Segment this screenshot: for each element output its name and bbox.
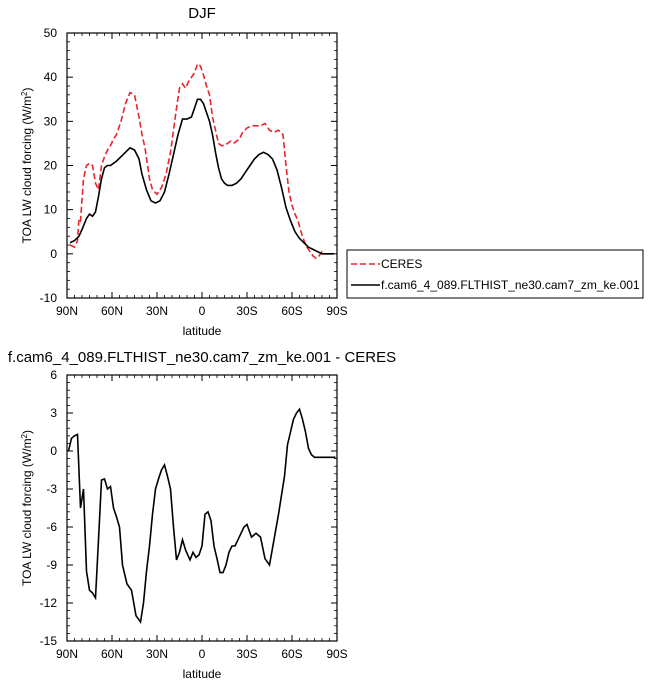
series-line-ceres — [69, 62, 334, 260]
plot-frame — [66, 374, 338, 642]
y-axis-label: TOA LW cloud forcing (W/m2) — [20, 430, 35, 586]
series-line-1 — [67, 407, 336, 625]
legend-label: CERES — [381, 257, 422, 271]
x-tick-label: 0 — [199, 304, 206, 318]
y-tick-label: 0 — [50, 444, 57, 458]
x-tick-label: 0 — [199, 647, 206, 661]
y-tick-label: -3 — [46, 482, 57, 496]
y-tick-label: -9 — [46, 558, 57, 572]
y-tick-label: 40 — [44, 70, 58, 84]
chart-2: f.cam6_4_089.FLTHIST_ne30.cam7_zm_ke.001… — [8, 349, 396, 681]
y-tick-label: 3 — [50, 406, 57, 420]
x-tick-label: 90N — [56, 304, 78, 318]
x-tick-label: 30S — [236, 647, 257, 661]
series-line-f-cam6-4-089-flthist-ne30-cam7-zm-ke-001 — [69, 98, 334, 255]
y-tick-label: -15 — [40, 634, 58, 648]
x-tick-label: 90S — [326, 647, 347, 661]
y-tick-label: 30 — [44, 114, 58, 128]
x-tick-label: 30S — [236, 304, 257, 318]
y-tick-label: 50 — [44, 26, 58, 40]
chart-1: DJF -10 0 10 20 30 40 50 90N 60N 30N 0 30S 60S 90S lati… — [20, 5, 644, 338]
x-tick-label: 60S — [281, 304, 302, 318]
legend-box — [346, 249, 644, 299]
x-axis-label: latitude — [183, 667, 222, 681]
y-tick-label: -6 — [46, 520, 57, 534]
x-tick-label: 60S — [281, 647, 302, 661]
y-tick-label: -10 — [40, 291, 58, 305]
legend: CERES f.cam6_4_089.FLTHIST_ne30.cam7_zm_k… — [346, 249, 644, 299]
legend-label: f.cam6_4_089.FLTHIST_ne30.cam7_zm_ke.001 — [381, 278, 640, 292]
y-tick-label: 20 — [44, 159, 58, 173]
y-tick-label: 10 — [44, 203, 58, 217]
x-tick-label: 60N — [101, 304, 123, 318]
y-tick-label: 6 — [50, 368, 57, 382]
x-tick-label: 90S — [326, 304, 347, 318]
chart-title: DJF — [188, 5, 216, 22]
chart-title: f.cam6_4_089.FLTHIST_ne30.cam7_zm_ke.001… — [8, 349, 396, 366]
x-tick-label: 30N — [146, 304, 168, 318]
x-tick-label: 60N — [101, 647, 123, 661]
y-tick-label: 0 — [50, 247, 57, 261]
y-tick-label: -12 — [40, 596, 58, 610]
x-tick-label: 30N — [146, 647, 168, 661]
y-axis-label: TOA LW cloud forcing (W/m2) — [20, 87, 35, 243]
x-axis-label: latitude — [183, 324, 222, 338]
x-tick-label: 90N — [56, 647, 78, 661]
